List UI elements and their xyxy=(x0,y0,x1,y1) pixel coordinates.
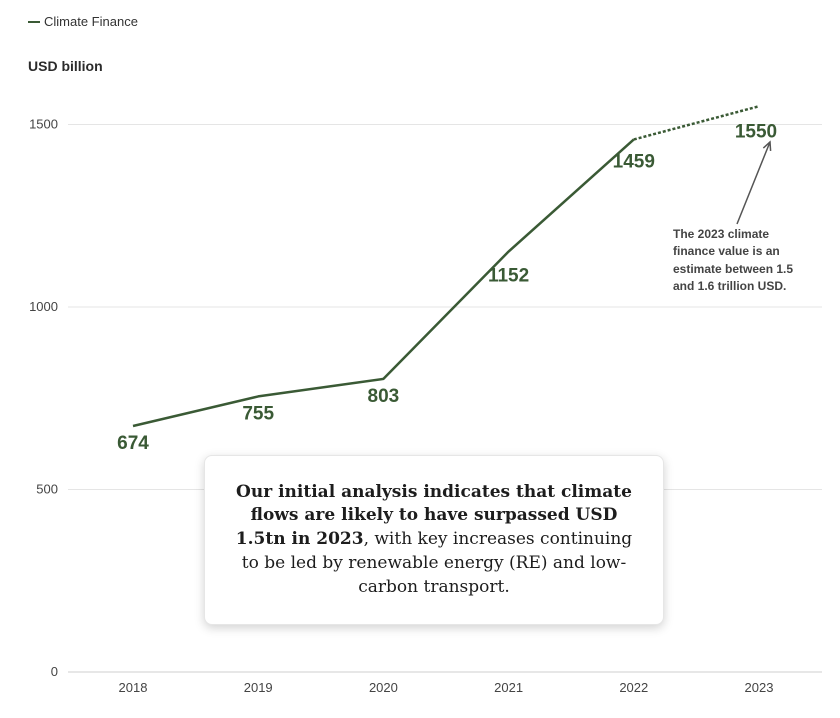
series-line-estimate xyxy=(633,105,760,141)
estimate-annotation: The 2023 climate finance value is an est… xyxy=(673,227,794,294)
callout-text: Our initial analysis indicates that clim… xyxy=(233,481,635,600)
series-line-actual xyxy=(132,138,635,428)
y-tick-label: 1000 xyxy=(29,299,58,314)
annotation-arrow-head xyxy=(762,140,772,152)
data-label-2018: 674 xyxy=(117,433,149,454)
annotation-arrow-line xyxy=(736,141,771,225)
legend-swatch xyxy=(28,20,40,23)
y-tick-label: 1500 xyxy=(29,117,58,132)
legend-label: Climate Finance xyxy=(44,14,138,29)
callout-text-rest: , with key increases continuing to be le… xyxy=(241,529,633,597)
y-tick-label: 500 xyxy=(36,482,58,497)
data-label-2023: 1550 xyxy=(735,121,777,142)
callout-box: Our initial analysis indicates that clim… xyxy=(204,455,664,625)
y-axis-unit-label: USD billion xyxy=(28,58,103,74)
legend: Climate Finance xyxy=(28,14,138,29)
x-tick-label: 2020 xyxy=(369,680,398,695)
x-tick-label: 2021 xyxy=(494,680,523,695)
data-label-2020: 803 xyxy=(368,386,400,407)
x-tick-label: 2023 xyxy=(745,680,774,695)
y-tick-label: 0 xyxy=(51,664,58,679)
x-tick-label: 2018 xyxy=(119,680,148,695)
data-label-2019: 755 xyxy=(242,403,274,424)
callout-text-bold: Our initial analysis indicates that clim… xyxy=(235,481,632,550)
x-tick-label: 2022 xyxy=(619,680,648,695)
data-label-2021: 1152 xyxy=(488,266,529,287)
data-label-2022: 1459 xyxy=(613,151,655,172)
x-tick-label: 2019 xyxy=(244,680,273,695)
